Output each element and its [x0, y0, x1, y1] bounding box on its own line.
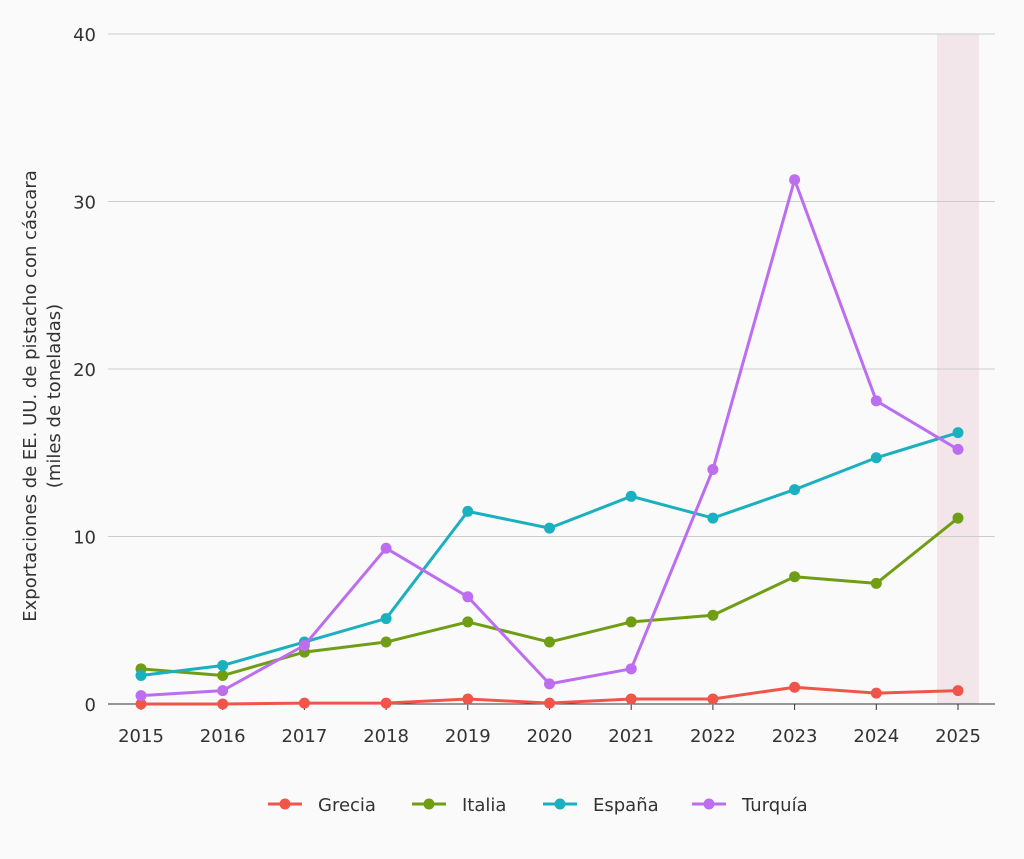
x-tick-label: 2020	[527, 726, 573, 747]
data-point-espana[interactable]	[544, 522, 555, 534]
x-tick-label: 2024	[853, 726, 899, 747]
data-point-italia[interactable]	[952, 512, 964, 524]
data-point-grecia[interactable]	[298, 697, 310, 709]
series-turquia	[135, 174, 964, 702]
legend-item-espana[interactable]: España	[543, 795, 659, 816]
data-point-grecia[interactable]	[380, 697, 392, 709]
data-point-grecia[interactable]	[789, 681, 801, 693]
legend-item-italia[interactable]: Italia	[412, 795, 506, 816]
series-line-italia	[140, 516, 959, 678]
x-tick-label: 2019	[445, 726, 491, 747]
series-grecia	[135, 681, 964, 710]
data-point-grecia[interactable]	[462, 693, 474, 705]
x-tick-label: 2018	[363, 726, 409, 747]
data-point-italia[interactable]	[625, 616, 637, 628]
legend-swatch-marker	[423, 798, 435, 810]
legend-swatch-marker	[703, 798, 715, 810]
series-line-turquia	[140, 178, 959, 698]
data-point-turquia[interactable]	[135, 690, 147, 702]
data-point-grecia[interactable]	[217, 698, 229, 710]
data-point-italia[interactable]	[544, 636, 555, 648]
data-point-grecia[interactable]	[952, 685, 964, 697]
legend-item-grecia[interactable]: Grecia	[268, 795, 376, 816]
data-point-turquia[interactable]	[544, 678, 555, 690]
data-point-grecia[interactable]	[135, 698, 147, 710]
data-point-espana[interactable]	[135, 670, 147, 682]
x-tick-label: 2017	[281, 726, 327, 747]
data-point-turquia[interactable]	[298, 639, 310, 651]
y-axis-title-line1: Exportaciones de EE. UU. de pistacho con…	[20, 170, 41, 622]
data-point-italia[interactable]	[217, 670, 229, 682]
data-point-turquia[interactable]	[625, 663, 637, 675]
data-point-italia[interactable]	[707, 609, 719, 621]
legend-label: Grecia	[318, 795, 376, 816]
data-point-grecia[interactable]	[870, 687, 882, 699]
data-point-turquia[interactable]	[380, 542, 392, 554]
data-point-turquia[interactable]	[707, 464, 719, 475]
y-tick-label: 30	[73, 193, 96, 214]
series-espana	[135, 427, 964, 682]
data-point-espana[interactable]	[789, 484, 801, 496]
y-axis-title-line2: (miles de toneladas)	[44, 304, 65, 488]
x-tick-label: 2023	[772, 726, 818, 747]
data-point-grecia[interactable]	[625, 693, 637, 705]
data-point-espana[interactable]	[707, 512, 719, 524]
x-tick-label: 2025	[935, 726, 981, 747]
legend-label: España	[593, 795, 659, 816]
data-point-grecia[interactable]	[707, 693, 719, 705]
data-point-turquia[interactable]	[789, 174, 801, 186]
y-tick-label: 10	[73, 528, 96, 549]
data-point-turquia[interactable]	[462, 591, 474, 603]
x-tick-label: 2016	[200, 726, 246, 747]
legend-item-turquia[interactable]: Turquía	[692, 795, 808, 816]
data-point-italia[interactable]	[462, 616, 474, 628]
x-tick-label: 2022	[690, 726, 736, 747]
data-point-espana[interactable]	[462, 505, 474, 517]
data-point-turquia[interactable]	[870, 395, 882, 407]
legend-swatch-marker	[279, 798, 291, 810]
data-point-espana[interactable]	[380, 613, 392, 625]
legend-label: Turquía	[741, 795, 808, 816]
data-point-espana[interactable]	[217, 659, 229, 671]
y-tick-label: 20	[73, 360, 96, 381]
data-point-italia[interactable]	[380, 636, 392, 648]
data-point-italia[interactable]	[789, 571, 801, 583]
data-point-italia[interactable]	[870, 577, 882, 589]
x-tick-label: 2021	[608, 726, 654, 747]
data-point-espana[interactable]	[625, 490, 637, 502]
data-point-espana[interactable]	[952, 427, 964, 439]
data-point-espana[interactable]	[870, 452, 882, 464]
data-point-turquia[interactable]	[217, 685, 229, 697]
y-tick-label: 40	[73, 25, 96, 46]
legend-label: Italia	[462, 795, 506, 816]
legend-swatch-marker	[554, 798, 566, 810]
data-point-grecia[interactable]	[544, 697, 555, 709]
x-tick-label: 2015	[118, 726, 164, 747]
data-point-turquia[interactable]	[952, 443, 964, 455]
y-tick-label: 0	[85, 695, 96, 716]
